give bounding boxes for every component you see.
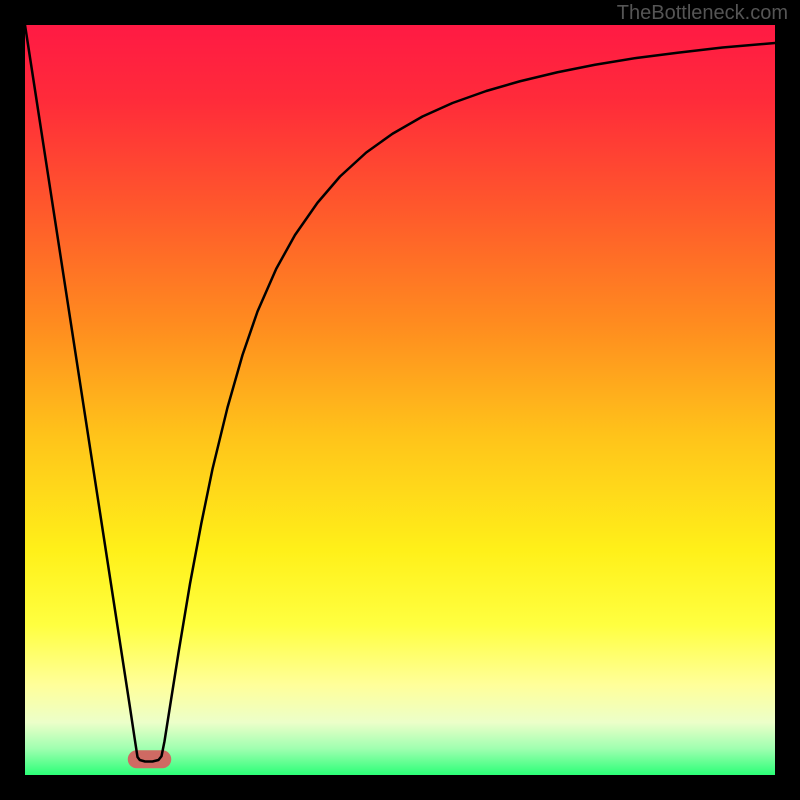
trough-marker (128, 750, 172, 768)
chart-container: TheBottleneck.com (0, 0, 800, 800)
bottleneck-chart (0, 0, 800, 800)
attribution-label: TheBottleneck.com (617, 2, 788, 25)
gradient-plot-area (25, 25, 775, 775)
